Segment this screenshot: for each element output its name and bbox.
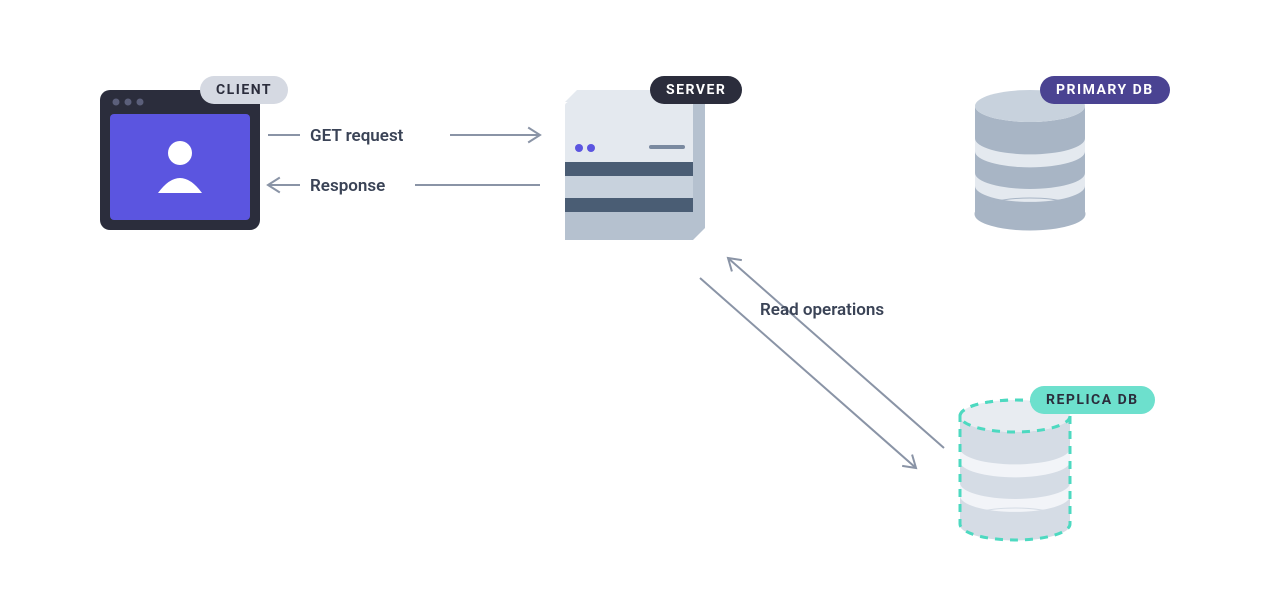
replica-db-pill: REPLICA DB [1030, 386, 1155, 414]
client-pill-label: CLIENT [216, 82, 272, 98]
server-pill-label: SERVER [666, 82, 726, 98]
primary-db-pill: PRIMARY DB [1040, 76, 1170, 104]
diagram-canvas: CLIENT SERVER PRIMARY DB REPLICA DB GET … [0, 0, 1280, 600]
get-request-label: GET request [310, 126, 403, 146]
response-label: Response [310, 176, 385, 196]
server-pill: SERVER [650, 76, 742, 104]
primary-db-pill-label: PRIMARY DB [1056, 82, 1154, 98]
read-operations-label: Read operations [760, 300, 884, 320]
replica-db-pill-label: REPLICA DB [1046, 392, 1139, 408]
client-pill: CLIENT [200, 76, 288, 104]
